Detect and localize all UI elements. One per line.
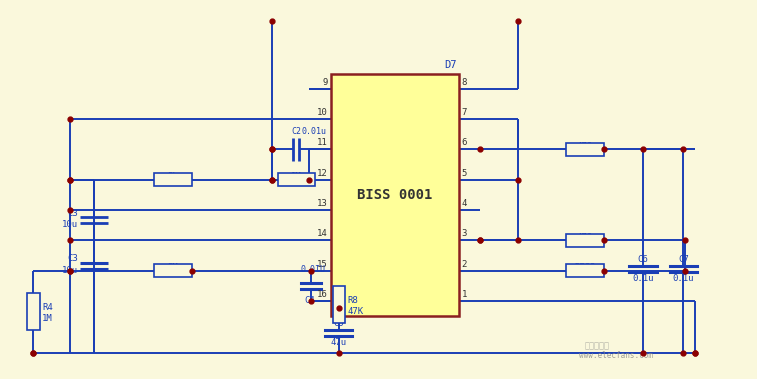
Text: 0.01u: 0.01u (301, 127, 326, 136)
Text: R9: R9 (580, 148, 590, 157)
Bar (566, 234, 603, 247)
Text: R5: R5 (291, 178, 301, 187)
Text: 6: 6 (462, 138, 467, 147)
Text: 14: 14 (317, 229, 328, 238)
Text: 0.1u: 0.1u (632, 274, 654, 283)
Bar (27, 293, 40, 330)
Text: 47K: 47K (347, 307, 363, 316)
Text: 1: 1 (462, 290, 467, 299)
Text: 4: 4 (462, 199, 467, 208)
Text: 10u: 10u (62, 220, 79, 229)
Text: 9: 9 (322, 78, 328, 87)
Text: 15: 15 (317, 260, 328, 269)
Bar (154, 264, 192, 277)
Text: 1M: 1M (291, 172, 301, 182)
Bar (566, 143, 603, 156)
Text: C2: C2 (291, 127, 301, 136)
Text: C6: C6 (637, 255, 649, 264)
Text: www.elecfans.com: www.elecfans.com (579, 351, 653, 360)
Bar (278, 173, 315, 186)
Text: 2M: 2M (168, 263, 179, 272)
Text: 0.1u: 0.1u (673, 274, 694, 283)
Text: 10: 10 (317, 108, 328, 117)
Text: 8: 8 (462, 78, 467, 87)
Text: D7: D7 (444, 60, 456, 70)
Text: 10u: 10u (62, 266, 79, 275)
Text: 7: 7 (462, 108, 467, 117)
Bar (331, 74, 459, 316)
Text: BISS 0001: BISS 0001 (357, 188, 432, 202)
Bar (566, 264, 603, 277)
Text: 3k: 3k (168, 172, 179, 182)
Text: RES2: RES2 (574, 263, 596, 272)
Text: 12: 12 (317, 169, 328, 178)
Text: 3: 3 (462, 229, 467, 238)
Text: R11: R11 (577, 269, 593, 278)
Text: C7: C7 (678, 255, 689, 264)
Text: C3: C3 (67, 254, 79, 263)
Text: R4: R4 (42, 303, 53, 312)
Text: 470: 470 (577, 142, 593, 151)
Text: R8: R8 (347, 296, 358, 305)
Text: 47u: 47u (331, 338, 347, 347)
Bar (332, 286, 345, 323)
Text: 13: 13 (317, 199, 328, 208)
Text: R7: R7 (168, 269, 179, 278)
Text: 电子发烧友: 电子发烧友 (584, 341, 609, 350)
Text: 470: 470 (577, 233, 593, 242)
Text: C4: C4 (304, 296, 316, 305)
Text: C5: C5 (333, 319, 344, 328)
Text: 5: 5 (462, 169, 467, 178)
Text: 11: 11 (317, 138, 328, 147)
Text: 1M: 1M (42, 314, 53, 323)
Text: 16: 16 (317, 290, 328, 299)
Text: C3: C3 (67, 209, 79, 218)
Text: R10: R10 (577, 239, 593, 248)
Text: 0.0IU: 0.0IU (301, 265, 326, 274)
Text: 2: 2 (462, 260, 467, 269)
Bar (154, 173, 192, 186)
Text: R6: R6 (168, 178, 179, 187)
